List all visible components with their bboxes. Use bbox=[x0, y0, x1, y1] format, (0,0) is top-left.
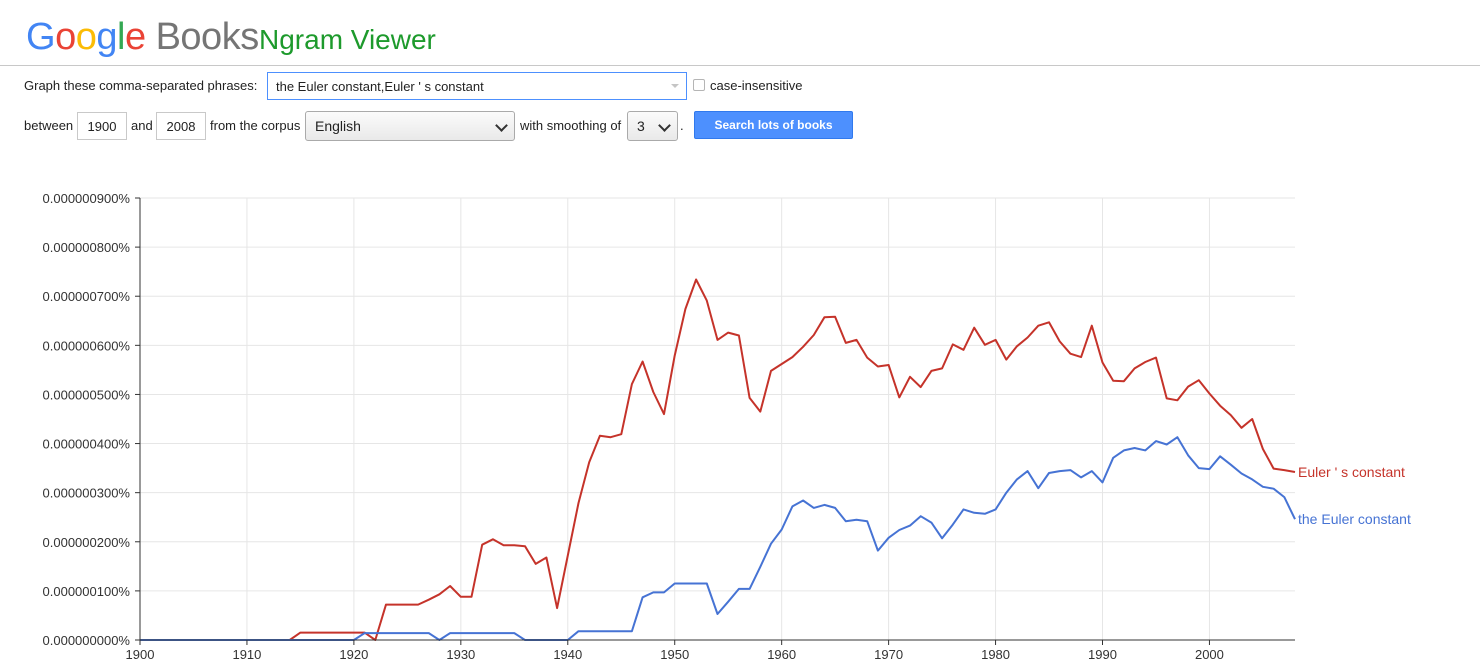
phrase-input[interactable] bbox=[267, 72, 687, 100]
series-layer bbox=[140, 278, 1296, 641]
header: Google Books Ngram Viewer bbox=[0, 0, 1480, 66]
y-tick-label: 0.000000200% bbox=[43, 535, 131, 550]
smoothing-select-value: 3 bbox=[637, 118, 645, 134]
chevron-down-icon bbox=[495, 119, 508, 132]
y-tick-label: 0.000000700% bbox=[43, 289, 131, 304]
y-tick-label: 0.000000000% bbox=[43, 633, 131, 648]
chevron-down-icon bbox=[658, 119, 671, 132]
x-tick-label: 1990 bbox=[1088, 647, 1117, 662]
input-dropdown-icon[interactable] bbox=[671, 84, 679, 88]
y-tick-label: 0.000000900% bbox=[43, 191, 131, 206]
x-tick-label: 1920 bbox=[339, 647, 368, 662]
search-button[interactable]: Search lots of books bbox=[694, 111, 853, 139]
phrase-label: Graph these comma-separated phrases: bbox=[24, 78, 258, 93]
y-tick-label: 0.000000400% bbox=[43, 437, 131, 452]
google-books-logo[interactable]: Google Books bbox=[26, 14, 259, 60]
x-tick-label: 1980 bbox=[981, 647, 1010, 662]
y-tick-labels: 0.000000000% 0.000000100% 0.000000200% 0.00… bbox=[43, 191, 131, 648]
smoothing-label: with smoothing of bbox=[520, 118, 622, 133]
x-tick-label: 1970 bbox=[874, 647, 903, 662]
logo-books: Books bbox=[155, 16, 260, 58]
corpus-select-value: English bbox=[315, 118, 361, 134]
case-insensitive-checkbox[interactable] bbox=[693, 79, 705, 91]
logo-letter-g2: g bbox=[96, 16, 117, 58]
logo-letter-g1: G bbox=[26, 16, 56, 58]
case-insensitive-label[interactable]: case-insensitive bbox=[710, 78, 803, 93]
logo-letter-o1: o bbox=[55, 16, 76, 58]
series-line-euler-s-constant[interactable] bbox=[140, 278, 1296, 641]
smoothing-select[interactable]: 3 bbox=[627, 111, 678, 141]
series-line-the-euler-constant[interactable] bbox=[140, 436, 1296, 641]
x-tick-label: 1900 bbox=[126, 647, 155, 662]
x-tick-label: 2000 bbox=[1195, 647, 1224, 662]
y-tick-label: 0.000000500% bbox=[43, 387, 131, 402]
start-year-input[interactable] bbox=[77, 112, 127, 140]
y-tick-label: 0.000000800% bbox=[43, 240, 131, 255]
app-title: Ngram Viewer bbox=[259, 24, 436, 55]
y-tick-label: 0.000000300% bbox=[43, 486, 131, 501]
series-label-the-euler-constant[interactable]: the Euler constant bbox=[1298, 511, 1411, 527]
between-label: between bbox=[24, 118, 74, 133]
y-tick-label: 0.000000600% bbox=[43, 338, 131, 353]
header-divider bbox=[0, 65, 1480, 66]
x-tick-labels: 1900 1910 1920 1930 1940 1950 1960 1970 1980 1990… bbox=[126, 647, 1224, 662]
form-period: . bbox=[680, 118, 684, 133]
corpus-select[interactable]: English bbox=[305, 111, 515, 141]
x-tick-label: 1940 bbox=[553, 647, 582, 662]
logo-letter-l: l bbox=[116, 16, 125, 58]
logo-letter-o2: o bbox=[75, 16, 97, 58]
logo-letter-e: e bbox=[124, 16, 146, 58]
x-tick-label: 1930 bbox=[446, 647, 475, 662]
corpus-label: from the corpus bbox=[210, 118, 301, 133]
x-tick-label: 1910 bbox=[232, 647, 261, 662]
series-labels: Euler ' s constant the Euler constant bbox=[1298, 464, 1411, 527]
axes bbox=[135, 197, 1295, 645]
grid-lines-vertical bbox=[246, 198, 1210, 640]
x-tick-label: 1960 bbox=[767, 647, 796, 662]
and-label: and bbox=[131, 118, 153, 133]
series-label-euler-s-constant[interactable]: Euler ' s constant bbox=[1298, 464, 1405, 480]
y-tick-label: 0.000000100% bbox=[43, 584, 131, 599]
end-year-input[interactable] bbox=[156, 112, 206, 140]
grid-lines-horizontal bbox=[140, 197, 1295, 592]
x-tick-label: 1950 bbox=[660, 647, 689, 662]
ngram-chart: 0.000000000% 0.000000100% 0.000000200% 0.00… bbox=[43, 191, 1411, 662]
